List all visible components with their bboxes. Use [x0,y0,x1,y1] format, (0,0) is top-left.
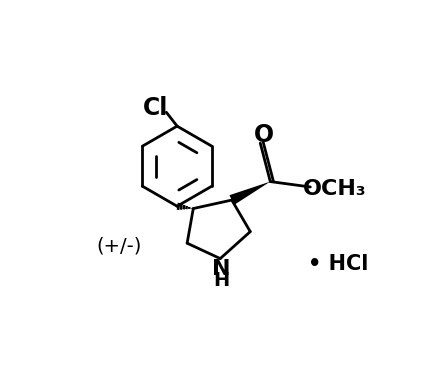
Text: (+/-): (+/-) [97,237,142,256]
Polygon shape [229,181,270,205]
Text: O: O [254,124,274,147]
Text: • HCl: • HCl [308,254,368,274]
Text: H: H [213,270,229,290]
Text: N: N [212,259,230,279]
Text: OCH₃: OCH₃ [303,178,367,198]
Text: Cl: Cl [143,96,168,120]
